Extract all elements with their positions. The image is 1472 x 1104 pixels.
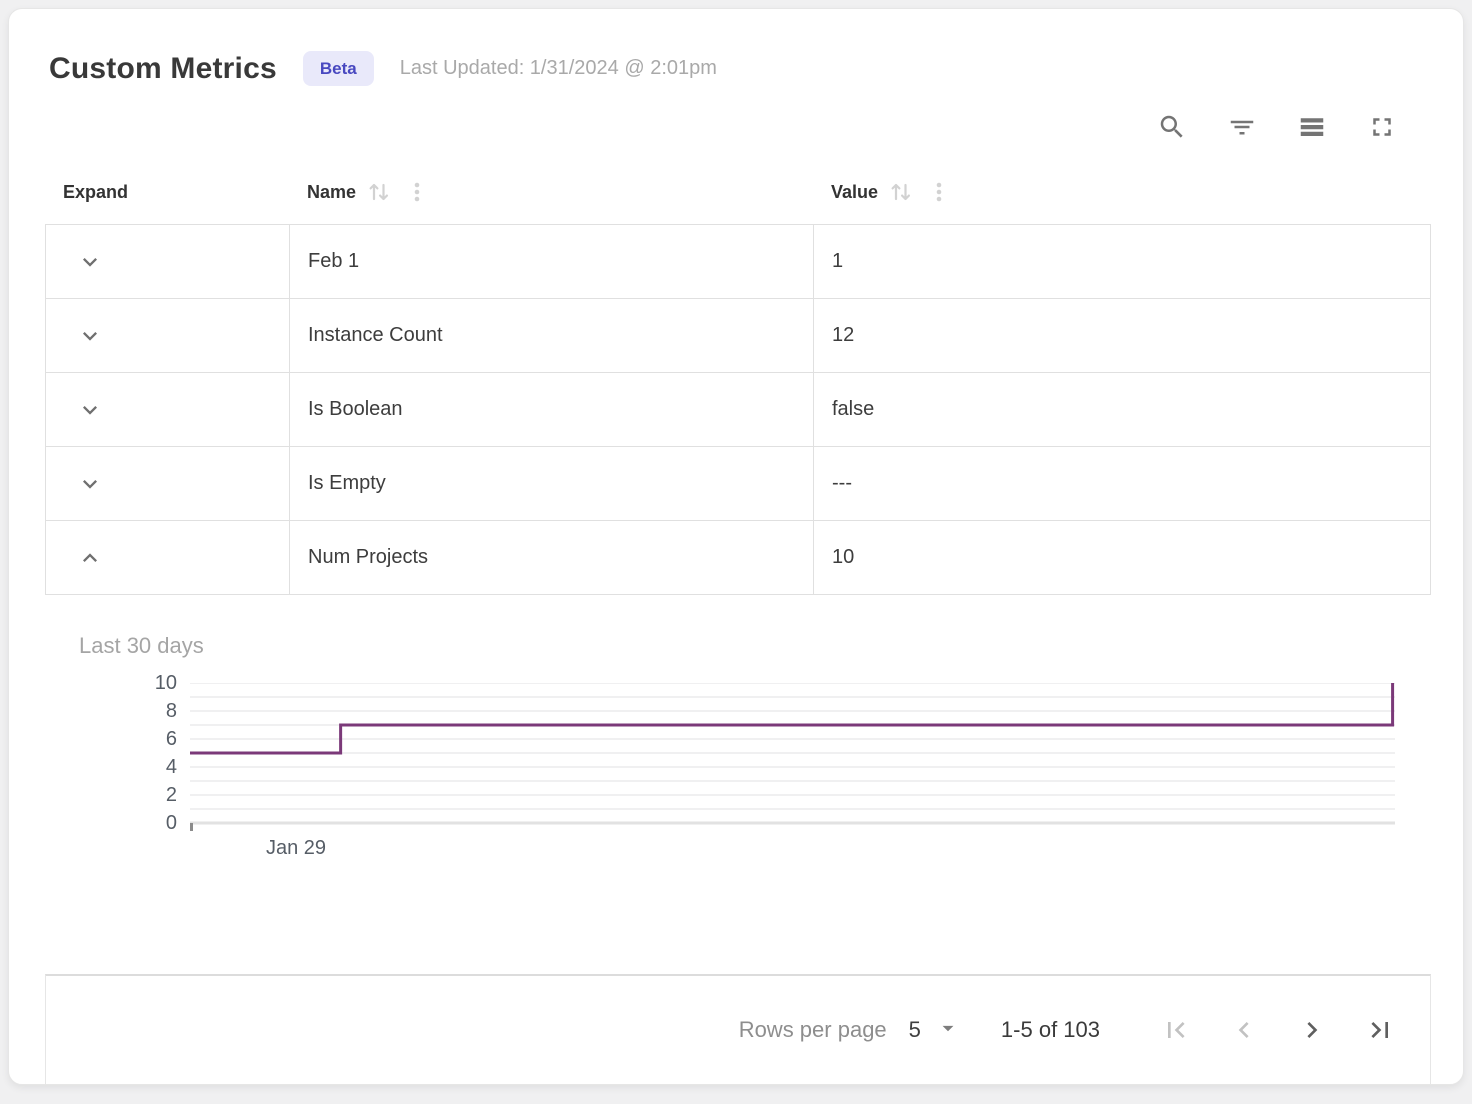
first-page-icon (1160, 1014, 1192, 1046)
value-cell: 12 (832, 324, 855, 346)
chevron-right-icon (1296, 1014, 1328, 1046)
search-button[interactable] (1157, 112, 1187, 142)
expand-cell (46, 521, 290, 594)
chart-plot-area (190, 683, 1395, 831)
expand-cell (46, 447, 290, 520)
table-row: Num Projects 10 (46, 521, 1430, 595)
value-cell: false (832, 398, 875, 420)
name-cell: Num Projects (290, 521, 814, 594)
rows-per-page-label: Rows per page (738, 1017, 887, 1042)
column-header-name[interactable]: Name (289, 179, 813, 205)
beta-badge: Beta (302, 51, 374, 86)
column-header-expand: Expand (45, 182, 289, 203)
grid-header-row: Expand Name Value (45, 160, 1431, 224)
rows-per-page-select[interactable]: 5 (909, 1015, 961, 1046)
metric-history-chart: 10 8 6 4 2 0 Jan 29 (79, 673, 1395, 860)
table-row: Is Empty --- (46, 447, 1430, 521)
metrics-data-grid: Expand Name Value Feb 1 1 Instance Count 12… (45, 160, 1431, 860)
table-row: Feb 1 1 (46, 225, 1430, 299)
table-row: Is Boolean false (46, 373, 1430, 447)
last-updated-text: Last Updated: 1/31/2024 @ 2:01pm (399, 57, 717, 79)
filter-button[interactable] (1227, 112, 1257, 142)
chart-y-tick-label: 6 (165, 728, 177, 750)
name-cell: Is Boolean (290, 373, 814, 446)
chart-y-tick-label: 10 (154, 672, 177, 694)
last-page-icon (1364, 1014, 1396, 1046)
pagination-range-label: 1-5 of 103 (1000, 1017, 1100, 1042)
last-page-button[interactable] (1364, 1014, 1396, 1046)
chevron-up-icon (76, 544, 108, 572)
sort-icon[interactable] (366, 179, 392, 205)
column-menu-icon[interactable] (404, 179, 430, 205)
chevron-down-icon (76, 396, 108, 424)
column-header-value[interactable]: Value (813, 179, 1431, 205)
grid-footer: Rows per page 5 1-5 of 103 (45, 974, 1431, 1084)
value-cell: 10 (832, 546, 855, 568)
next-page-button[interactable] (1296, 1014, 1328, 1046)
chevron-left-icon (1228, 1014, 1260, 1046)
expand-row-button[interactable] (76, 246, 108, 278)
rows-per-page-value: 5 (908, 1017, 921, 1042)
chart-x-axis-tick-label: Jan 29 (266, 837, 327, 859)
expand-cell (46, 299, 290, 372)
chevron-down-icon (76, 248, 108, 276)
chart-title: Last 30 days (79, 633, 204, 658)
chart-y-tick-label: 2 (165, 784, 177, 806)
value-cell: --- (832, 472, 852, 494)
expand-row-button[interactable] (76, 468, 108, 500)
density-button[interactable] (1297, 112, 1327, 142)
page-header: Custom Metrics Beta Last Updated: 1/31/2… (9, 9, 1463, 86)
expand-row-button[interactable] (76, 394, 108, 426)
dropdown-caret-icon (921, 1015, 961, 1046)
page-title: Custom Metrics (49, 51, 277, 85)
name-cell: Is Empty (290, 447, 814, 520)
fullscreen-button[interactable] (1367, 112, 1397, 142)
expanded-row-detail-panel: Last 30 days 10 8 6 4 2 0 Jan 29 (45, 595, 1431, 860)
grid-toolbar (9, 86, 1463, 142)
name-cell: Feb 1 (290, 225, 814, 298)
custom-metrics-card: Custom Metrics Beta Last Updated: 1/31/2… (8, 8, 1464, 1085)
chevron-down-icon (76, 470, 108, 498)
pagination-controls (1124, 1014, 1396, 1046)
collapse-row-button[interactable] (76, 542, 108, 574)
name-cell: Instance Count (290, 299, 814, 372)
chart-y-axis-labels: 10 8 6 4 2 0 (79, 673, 177, 833)
expand-cell (46, 373, 290, 446)
expand-row-button[interactable] (76, 320, 108, 352)
fullscreen-icon (1367, 118, 1397, 145)
first-page-button[interactable] (1160, 1014, 1192, 1046)
column-header-label: Value (831, 181, 879, 202)
table-row: Instance Count 12 (46, 299, 1430, 373)
chart-y-tick-label: 0 (165, 812, 177, 834)
chart-y-tick-label: 4 (165, 756, 177, 778)
sort-icon[interactable] (888, 179, 914, 205)
search-icon (1157, 115, 1187, 145)
value-cell: 1 (832, 250, 844, 272)
chart-y-tick-label: 8 (165, 700, 177, 722)
density-icon (1297, 118, 1327, 145)
grid-body: Feb 1 1 Instance Count 12 Is Boolean false Is … (45, 224, 1431, 595)
column-header-label: Expand (63, 181, 129, 202)
previous-page-button[interactable] (1228, 1014, 1260, 1046)
filter-icon (1227, 120, 1257, 145)
chevron-down-icon (76, 322, 108, 350)
expand-cell (46, 225, 290, 298)
column-menu-icon[interactable] (926, 179, 952, 205)
column-header-label: Name (307, 181, 357, 202)
